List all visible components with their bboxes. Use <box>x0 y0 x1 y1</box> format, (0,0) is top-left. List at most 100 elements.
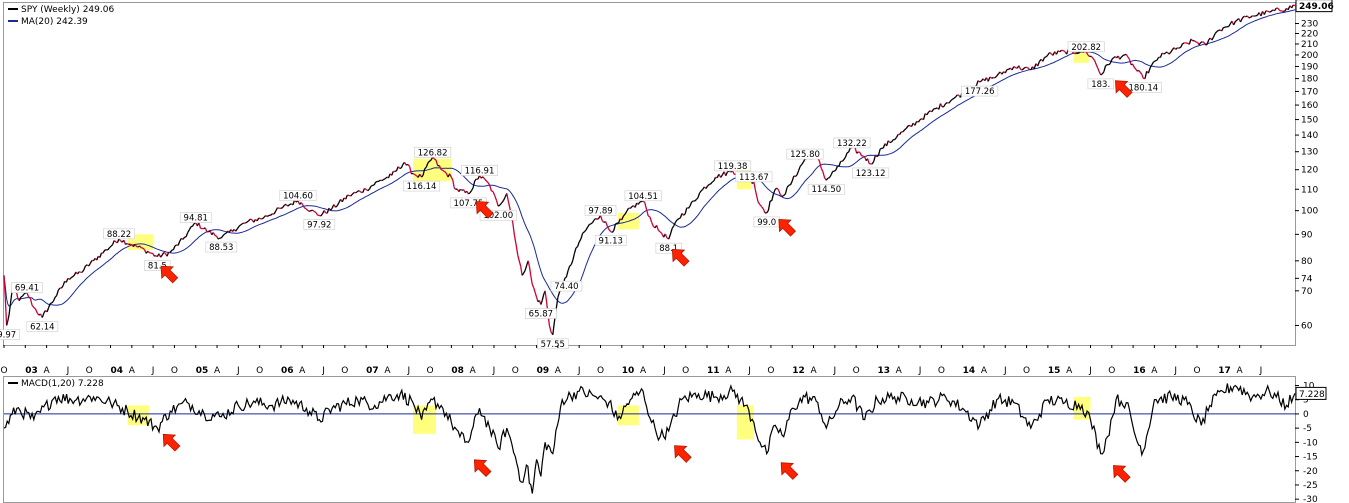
price-segment <box>20 295 23 298</box>
price-segment <box>527 260 531 268</box>
price-segment <box>950 98 953 102</box>
macd-y-tick-label: -10 <box>1303 438 1318 448</box>
price-segment <box>1203 41 1207 46</box>
price-panel: 60 70 74 80 90 100 110 120 130 140 150 160 170 180 190… <box>0 0 1334 350</box>
x-tick-label: J <box>1088 366 1092 376</box>
price-arrow-icon <box>475 201 494 219</box>
arrow-shape <box>780 462 799 480</box>
price-segment <box>506 193 509 202</box>
price-segment <box>657 229 661 233</box>
price-segment <box>235 228 238 232</box>
price-segment <box>113 240 117 243</box>
x-tick-label: J <box>918 366 922 376</box>
price-legend-label: SPY (Weekly) 249.06 <box>21 5 114 15</box>
price-segment <box>450 176 454 181</box>
price-segment <box>149 251 152 254</box>
data-label-text: 123.12 <box>856 169 886 179</box>
price-segment <box>772 189 776 194</box>
price-segment <box>280 206 283 209</box>
price-segment <box>1255 14 1258 17</box>
x-tick-label: J <box>1259 366 1263 376</box>
price-segment <box>1246 15 1250 19</box>
price-segment <box>902 129 906 133</box>
price-segment <box>695 197 699 200</box>
price-segment <box>989 76 992 79</box>
price-segment <box>987 76 991 82</box>
data-label-text: 81.5 <box>148 262 167 272</box>
price-segment <box>89 260 93 264</box>
arrow-shape <box>473 459 492 478</box>
price-segment <box>1165 51 1168 54</box>
price-segment <box>1156 56 1160 61</box>
price-segment <box>1094 60 1097 65</box>
price-segment <box>241 222 244 225</box>
price-y-tick-label: 190 <box>1301 62 1318 72</box>
price-segment <box>492 191 496 197</box>
price-segment <box>616 222 619 224</box>
price-segment <box>521 272 525 276</box>
price-segment <box>72 274 75 278</box>
macd-y-tick-label: 10 <box>1303 382 1315 392</box>
price-segment <box>452 179 455 188</box>
macd-highlight <box>736 405 754 440</box>
price-segment <box>357 190 360 192</box>
price-segment <box>26 292 30 298</box>
price-segment <box>224 232 227 235</box>
price-segment <box>246 220 249 223</box>
macd-arrow-icon <box>1113 465 1131 483</box>
price-segment <box>190 225 193 228</box>
price-segment <box>497 204 501 207</box>
price-segment <box>575 246 579 249</box>
price-segment <box>523 270 526 274</box>
price-segment <box>1205 43 1208 46</box>
price-segment <box>833 169 837 172</box>
price-y-tick-label: 90 <box>1301 230 1313 240</box>
x-tick-label: O <box>767 366 774 376</box>
price-segment <box>348 194 351 197</box>
price-segment <box>18 296 22 301</box>
price-segment <box>1151 61 1155 66</box>
price-segment <box>644 202 648 210</box>
price-segment <box>326 207 330 214</box>
x-tick-label: J <box>151 366 155 376</box>
price-panel-frame <box>3 2 1296 346</box>
x-tick-label: O <box>427 366 434 376</box>
price-segment <box>1095 64 1099 69</box>
price-segment <box>1175 47 1178 50</box>
data-label-box <box>714 160 752 172</box>
price-segment <box>647 215 651 218</box>
price-segment <box>287 204 290 207</box>
price-segment <box>1103 65 1107 72</box>
price-segment <box>1267 10 1270 13</box>
price-segment <box>725 171 729 177</box>
data-label-box <box>11 282 43 294</box>
price-segment <box>3 275 6 299</box>
price-segment <box>5 320 9 326</box>
price-segment <box>938 103 942 110</box>
x-tick-label: 12 <box>792 366 805 376</box>
data-label-box <box>525 308 557 319</box>
data-label-box <box>1087 78 1114 90</box>
price-segment <box>899 131 902 135</box>
price-segment <box>460 188 463 191</box>
price-segment <box>1057 50 1061 53</box>
price-segment <box>1033 63 1037 70</box>
price-segment <box>953 96 957 99</box>
price-segment <box>302 204 305 209</box>
price-arrow-icon <box>1115 80 1133 98</box>
price-segment <box>822 171 826 178</box>
price-segment <box>355 190 359 194</box>
price-segment <box>1178 46 1182 49</box>
price-segment <box>494 195 498 201</box>
price-segment <box>916 120 919 123</box>
price-segment <box>123 239 127 245</box>
price-segment <box>1281 10 1284 13</box>
price-segment <box>212 232 216 236</box>
x-tick-label: A <box>299 366 306 376</box>
x-tick-label: O <box>256 366 263 376</box>
data-label-box <box>735 171 773 183</box>
x-tick-label: A <box>896 366 903 376</box>
price-segment <box>347 194 350 197</box>
price-segment <box>263 215 267 218</box>
price-y-tick-label: 74 <box>1301 274 1313 284</box>
